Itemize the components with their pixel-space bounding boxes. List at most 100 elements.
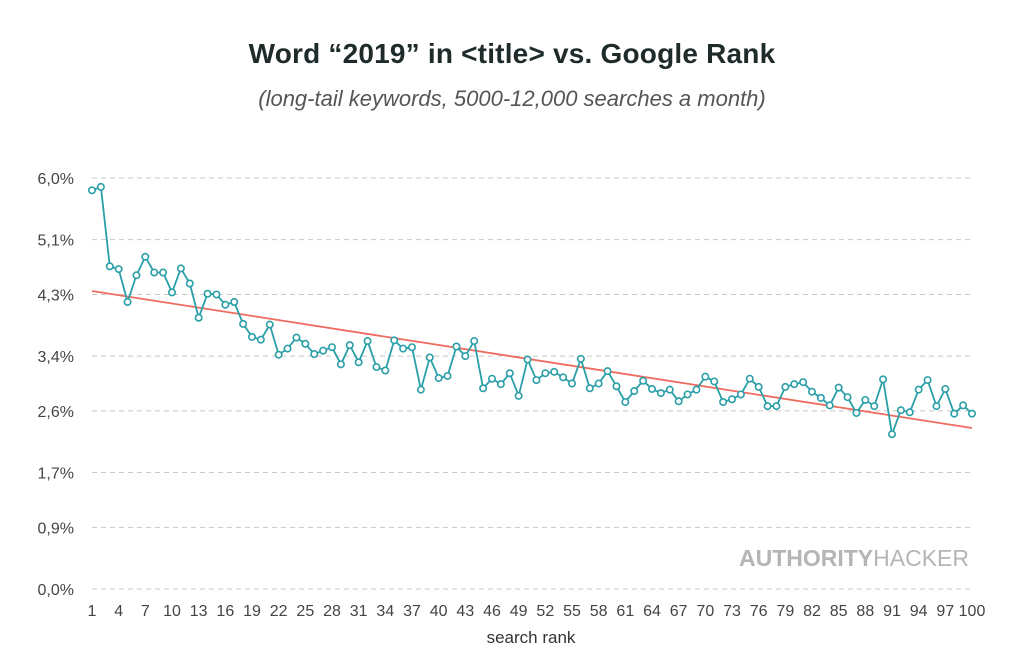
data-point <box>603 367 612 376</box>
data-point <box>745 374 754 383</box>
data-point <box>665 385 674 394</box>
data-point <box>505 369 514 378</box>
data-point <box>843 393 852 402</box>
data-point <box>736 390 745 399</box>
x-tick-label: 52 <box>536 603 554 620</box>
x-axis-label: search rank <box>487 628 576 647</box>
trendline-group <box>91 290 973 429</box>
data-point <box>870 402 879 411</box>
x-tick-label: 73 <box>723 603 741 620</box>
data-point <box>719 397 728 406</box>
data-point <box>967 409 976 418</box>
data-point <box>879 375 888 384</box>
data-point <box>799 378 808 387</box>
data-point <box>710 377 719 386</box>
data-point <box>434 374 443 383</box>
data-point <box>630 387 639 396</box>
data-point <box>345 341 354 350</box>
data-point <box>354 358 363 367</box>
data-point <box>407 343 416 352</box>
data-point <box>141 252 150 261</box>
data-point <box>416 385 425 394</box>
data-point <box>256 335 265 344</box>
data-point <box>114 265 123 274</box>
data-point <box>176 264 185 273</box>
data-point <box>336 360 345 369</box>
data-point <box>576 354 585 363</box>
x-tick-label: 100 <box>959 603 986 620</box>
data-point <box>185 279 194 288</box>
x-tick-label: 34 <box>376 603 394 620</box>
y-tick-label: 1,7% <box>38 466 74 483</box>
data-point <box>701 372 710 381</box>
data-point <box>923 376 932 385</box>
series-line <box>91 185 973 436</box>
data-point <box>656 389 665 398</box>
data-point <box>559 373 568 382</box>
data-point <box>896 406 905 415</box>
x-tick-label: 49 <box>510 603 528 620</box>
x-tick-label: 4 <box>114 603 123 620</box>
data-point <box>594 379 603 388</box>
data-point <box>674 397 683 406</box>
data-point <box>461 352 470 361</box>
x-tick-label: 55 <box>563 603 581 620</box>
data-point <box>203 289 212 298</box>
x-tick-label: 10 <box>163 603 181 620</box>
data-point <box>132 271 141 280</box>
y-tick-label: 4,3% <box>38 287 74 304</box>
data-point <box>96 182 105 191</box>
x-tick-label: 76 <box>750 603 768 620</box>
x-tick-label: 7 <box>141 603 150 620</box>
data-point <box>159 268 168 277</box>
data-point <box>292 333 301 342</box>
data-point <box>950 409 959 418</box>
data-point <box>772 402 781 411</box>
data-point <box>532 376 541 385</box>
data-point <box>514 391 523 400</box>
y-tick-label: 0,0% <box>38 582 74 599</box>
data-point <box>959 401 968 410</box>
grid-lines <box>92 177 972 590</box>
x-tick-label: 37 <box>403 603 421 620</box>
data-point <box>301 339 310 348</box>
data-point <box>523 355 532 364</box>
x-tick-label: 67 <box>670 603 688 620</box>
x-tick-label: 19 <box>243 603 261 620</box>
data-point <box>887 430 896 439</box>
data-point <box>727 395 736 404</box>
data-point <box>905 408 914 417</box>
data-point <box>381 366 390 375</box>
x-tick-label: 94 <box>910 603 928 620</box>
data-point <box>852 408 861 417</box>
data-point <box>861 395 870 404</box>
data-point <box>692 385 701 394</box>
data-point <box>932 402 941 411</box>
x-tick-label: 22 <box>270 603 288 620</box>
x-tick-label: 88 <box>856 603 874 620</box>
data-point <box>941 384 950 393</box>
x-tick-label: 43 <box>456 603 474 620</box>
chart-title: Word “2019” in <title> vs. Google Rank <box>248 38 776 69</box>
data-point <box>781 382 790 391</box>
data-point <box>265 320 274 329</box>
data-point <box>470 337 479 346</box>
y-tick-label: 0,9% <box>38 520 74 537</box>
data-point <box>825 401 834 410</box>
data-point <box>363 337 372 346</box>
x-tick-label: 61 <box>616 603 634 620</box>
data-point <box>816 393 825 402</box>
y-tick-label: 2,6% <box>38 404 74 421</box>
watermark-logo: AUTHORITYHACKER <box>739 545 969 571</box>
x-tick-label: 1 <box>88 603 97 620</box>
watermark-light: HACKER <box>873 545 969 571</box>
y-tick-label: 3,4% <box>38 349 74 366</box>
data-point <box>541 369 550 378</box>
data-point <box>248 332 257 341</box>
data-point <box>914 385 923 394</box>
data-point <box>239 319 248 328</box>
x-tick-label: 82 <box>803 603 821 620</box>
y-tick-label: 5,1% <box>38 233 74 250</box>
data-point <box>221 300 230 309</box>
